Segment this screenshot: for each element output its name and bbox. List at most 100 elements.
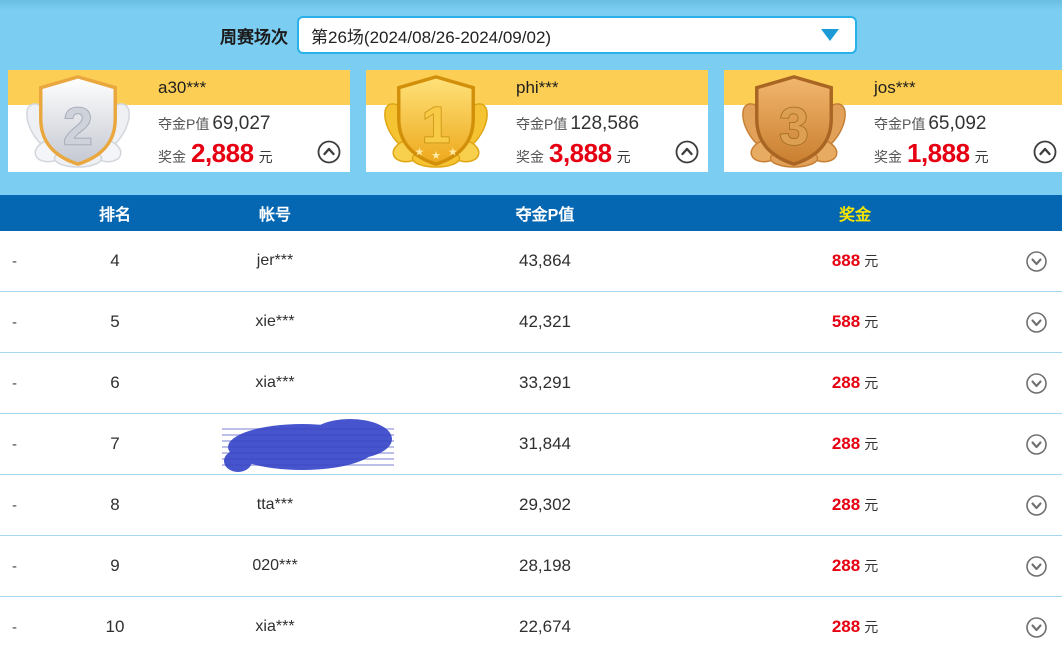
row-p-value: 33,291 [519,373,571,392]
table-header: 排名 帐号 夺金P值 奖金 [0,195,1062,231]
chevron-down-circle-icon[interactable] [1025,372,1048,395]
chevron-down-circle-icon[interactable] [1025,616,1048,639]
row-account-text: xie*** [255,313,295,330]
prize-unit: 元 [258,149,273,165]
row-prize-unit: 元 [864,619,879,635]
card-prize-line: 奖金 1,888 元 [874,138,989,169]
row-expand [980,311,1062,334]
podium-card-second: 2 a30*** 夺金P值 69,027 奖金 2,888 元 [8,70,350,172]
prize-unit: 元 [616,149,631,165]
silver-medal-icon: 2 [26,75,130,168]
table-row: - 4 jer*** 43,864 8 [0,231,1062,292]
row-dash: - [12,374,17,392]
card-info: jos*** 夺金P值 65,092 奖金 1,888 元 [874,70,989,169]
row-account: 020*** [190,557,360,575]
chevron-down-circle-icon[interactable] [1025,555,1048,578]
row-dash: - [12,435,17,453]
prize-label: 奖金 [516,149,544,165]
row-expand [980,494,1062,517]
row-prize: 288 元 [730,373,980,393]
row-prize: 288 元 [730,495,980,515]
row-rank: 6 [110,373,120,392]
session-dropdown[interactable]: 第26场(2024/08/26-2024/09/02) [297,16,857,54]
prize-amount: 3,888 [549,138,612,168]
table-row: - 8 tta*** 29,302 2 [0,475,1062,536]
row-prize-amount: 288 [831,556,861,575]
row-prize-unit: 元 [864,558,879,574]
row-account: tta*** [190,496,360,514]
prize-amount: 1,888 [907,138,970,168]
collapse-card-button[interactable] [316,139,342,165]
row-p-value: 43,864 [519,251,571,270]
card-info: phi*** 夺金P值 128,586 奖金 3,888 元 [516,70,639,169]
chevron-down-circle-icon[interactable] [1025,433,1048,456]
header-rank: 排名 [98,207,131,224]
chevron-down-circle-icon[interactable] [1025,311,1048,334]
row-prize-unit: 元 [864,497,879,513]
redaction-scribble [224,419,392,472]
row-account-text: tta*** [256,496,294,513]
svg-text:★: ★ [415,146,425,158]
gold-rank-number: 1 [422,97,450,154]
card-p-line: 夺金P值 69,027 [158,113,273,135]
row-p-value: 31,844 [519,434,571,453]
row-account: xie*** [190,313,360,331]
chevron-up-circle-icon [317,140,341,164]
header-account: 帐号 [258,207,291,224]
row-dash: - [12,557,17,575]
row-prize: 888 元 [730,251,980,271]
p-value-label: 夺金P值 [516,116,568,132]
p-value: 65,092 [928,113,987,134]
p-value: 69,027 [212,113,271,134]
silver-rank-number: 2 [63,98,92,157]
row-expand [980,372,1062,395]
chevron-down-circle-icon[interactable] [1025,250,1048,273]
card-prize-line: 奖金 2,888 元 [158,138,273,169]
svg-text:★: ★ [448,146,458,158]
chevron-down-circle-icon[interactable] [1025,494,1048,517]
header-prize: 奖金 [838,207,871,224]
row-rank: 5 [110,312,120,331]
row-p-value: 29,302 [519,495,571,514]
p-value: 128,586 [570,113,640,134]
card-p-line: 夺金P值 128,586 [516,113,639,135]
row-prize-unit: 元 [864,253,879,269]
p-value-label: 夺金P值 [158,116,210,132]
table-row: - 6 xia*** 33,291 2 [0,353,1062,414]
row-prize-amount: 288 [831,495,861,514]
dropdown-caret-icon [821,29,839,41]
row-expand [980,616,1062,639]
card-info: a30*** 夺金P值 69,027 奖金 2,888 元 [158,70,273,169]
podium-card-first: 1 ★ ★ ★ phi*** 夺金P值 128,586 奖金 3,888 元 [366,70,708,172]
collapse-card-button[interactable] [1032,139,1058,165]
row-p-value: 22,674 [519,617,571,636]
gold-medal-icon: 1 ★ ★ ★ [384,75,488,168]
prize-unit: 元 [974,149,989,165]
row-prize: 288 元 [730,434,980,454]
row-prize-amount: 288 [831,373,861,392]
collapse-card-button[interactable] [674,139,700,165]
card-account: a30*** [158,78,207,97]
header-p-value: 夺金P值 [515,207,575,224]
row-expand [980,250,1062,273]
row-dash: - [12,496,17,514]
row-prize-unit: 元 [864,436,879,452]
row-p-value: 42,321 [519,312,571,331]
prize-label: 奖金 [158,149,186,165]
table-row: - 9 020*** 28,198 2 [0,536,1062,597]
row-account-text: jer*** [256,252,294,269]
table-row: - 7 31,844 288 元 [0,414,1062,475]
row-account: xia*** [190,618,360,636]
card-prize-line: 奖金 3,888 元 [516,138,639,169]
podium-card-third: 3 jos*** 夺金P值 65,092 奖金 1,888 元 [724,70,1062,172]
row-expand [980,555,1062,578]
chevron-up-circle-icon [675,140,699,164]
table-row: - 10 xia*** 22,674 [0,597,1062,649]
row-prize-amount: 288 [831,617,861,636]
row-account: jer*** [190,252,360,270]
row-account-text: 020*** [252,557,298,574]
bronze-rank-number: 3 [779,98,808,157]
svg-text:★: ★ [431,150,441,162]
row-prize-unit: 元 [864,314,879,330]
